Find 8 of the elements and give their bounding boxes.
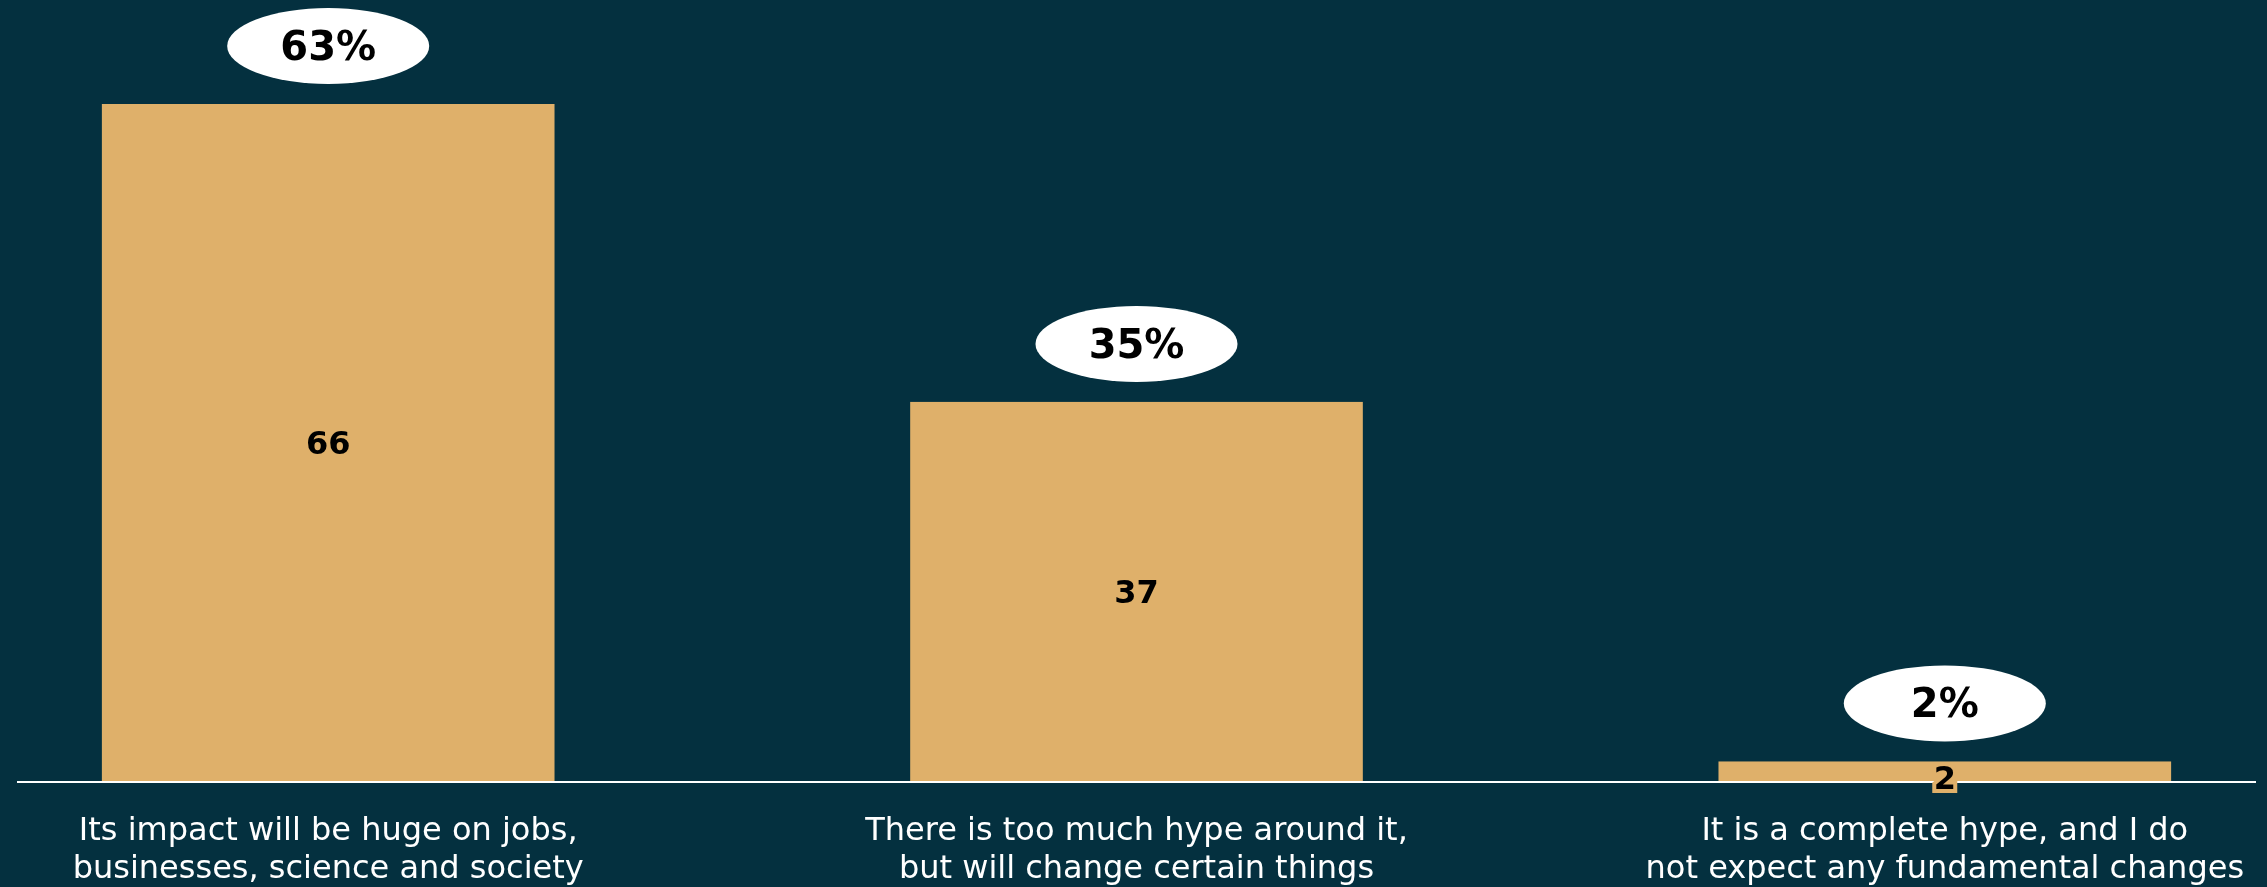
x-tick-label: There is too much hype around it, but will change certain things: [864, 810, 1408, 886]
x-tick-label: Its impact will be huge on jobs, businesses, science and society: [72, 810, 584, 886]
annotation: 35%: [1088, 320, 1185, 367]
data-label: 37: [1114, 573, 1159, 612]
data-label: 66: [305, 424, 351, 463]
x-tick-label: It is a complete hype, and I do not expect any fundamental changes: [1645, 810, 2245, 886]
annotation: 2%: [1910, 680, 1979, 727]
annotation: 63%: [280, 23, 377, 69]
